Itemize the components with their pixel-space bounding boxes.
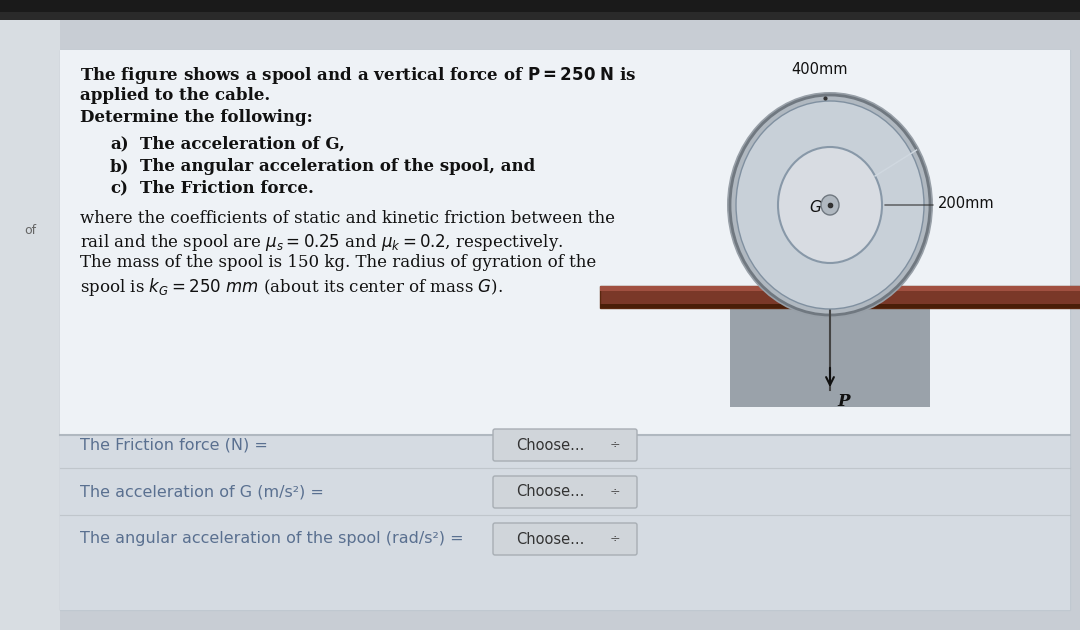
- Text: The angular acceleration of the spool (rad/s²) =: The angular acceleration of the spool (r…: [80, 532, 463, 546]
- Text: The Friction force (N) =: The Friction force (N) =: [80, 437, 268, 452]
- Text: applied to the cable.: applied to the cable.: [80, 87, 270, 104]
- Text: rail and the spool are $\mu_s = 0.25$ and $\mu_k = 0.2$, respectively.: rail and the spool are $\mu_s = 0.25$ an…: [80, 232, 564, 253]
- Text: The mass of the spool is 150 kg. The radius of gyration of the: The mass of the spool is 150 kg. The rad…: [80, 254, 596, 271]
- Ellipse shape: [730, 95, 930, 315]
- Text: c): c): [110, 180, 129, 197]
- Text: ÷: ÷: [610, 532, 620, 546]
- Text: Choose...: Choose...: [516, 484, 584, 500]
- Bar: [600, 304, 1080, 308]
- Bar: [0, 12, 1080, 20]
- Ellipse shape: [778, 147, 882, 263]
- Text: a): a): [110, 136, 129, 153]
- Text: Choose...: Choose...: [516, 437, 584, 452]
- Text: The figure shows a spool and a vertical force of $\mathbf{P = 250\ N}$ is: The figure shows a spool and a vertical …: [80, 65, 637, 86]
- FancyBboxPatch shape: [492, 523, 637, 555]
- Text: ÷: ÷: [610, 486, 620, 498]
- Text: b): b): [110, 158, 130, 175]
- Bar: [0, 20, 60, 630]
- Text: of: of: [24, 224, 36, 236]
- Text: The acceleration of G,: The acceleration of G,: [140, 136, 345, 153]
- FancyBboxPatch shape: [492, 476, 637, 508]
- Bar: [60, 435, 1070, 610]
- FancyBboxPatch shape: [492, 429, 637, 461]
- Text: spool is $k_G = 250\ \mathit{mm}$ (about its center of mass $G$).: spool is $k_G = 250\ \mathit{mm}$ (about…: [80, 276, 503, 298]
- Ellipse shape: [729, 94, 931, 316]
- Bar: [60, 50, 1070, 435]
- Ellipse shape: [728, 93, 932, 317]
- Text: Determine the following:: Determine the following:: [80, 109, 313, 126]
- Ellipse shape: [735, 101, 924, 309]
- Bar: [0, 0, 1080, 12]
- Text: P: P: [837, 393, 850, 410]
- Ellipse shape: [730, 95, 930, 315]
- Bar: [60, 50, 1070, 610]
- Bar: [600, 286, 1080, 291]
- Text: $G$: $G$: [809, 199, 822, 215]
- Text: where the coefficients of static and kinetic friction between the: where the coefficients of static and kin…: [80, 210, 615, 227]
- Text: 200mm: 200mm: [939, 195, 995, 210]
- Text: The angular acceleration of the spool, and: The angular acceleration of the spool, a…: [140, 158, 536, 175]
- Bar: [600, 286, 1080, 308]
- FancyBboxPatch shape: [730, 297, 930, 407]
- Text: ÷: ÷: [610, 438, 620, 452]
- Text: Choose...: Choose...: [516, 532, 584, 546]
- Ellipse shape: [727, 92, 933, 318]
- Text: The Friction force.: The Friction force.: [140, 180, 314, 197]
- Text: 400mm: 400mm: [792, 62, 848, 77]
- Ellipse shape: [821, 195, 839, 215]
- Text: The acceleration of G (m/s²) =: The acceleration of G (m/s²) =: [80, 484, 324, 500]
